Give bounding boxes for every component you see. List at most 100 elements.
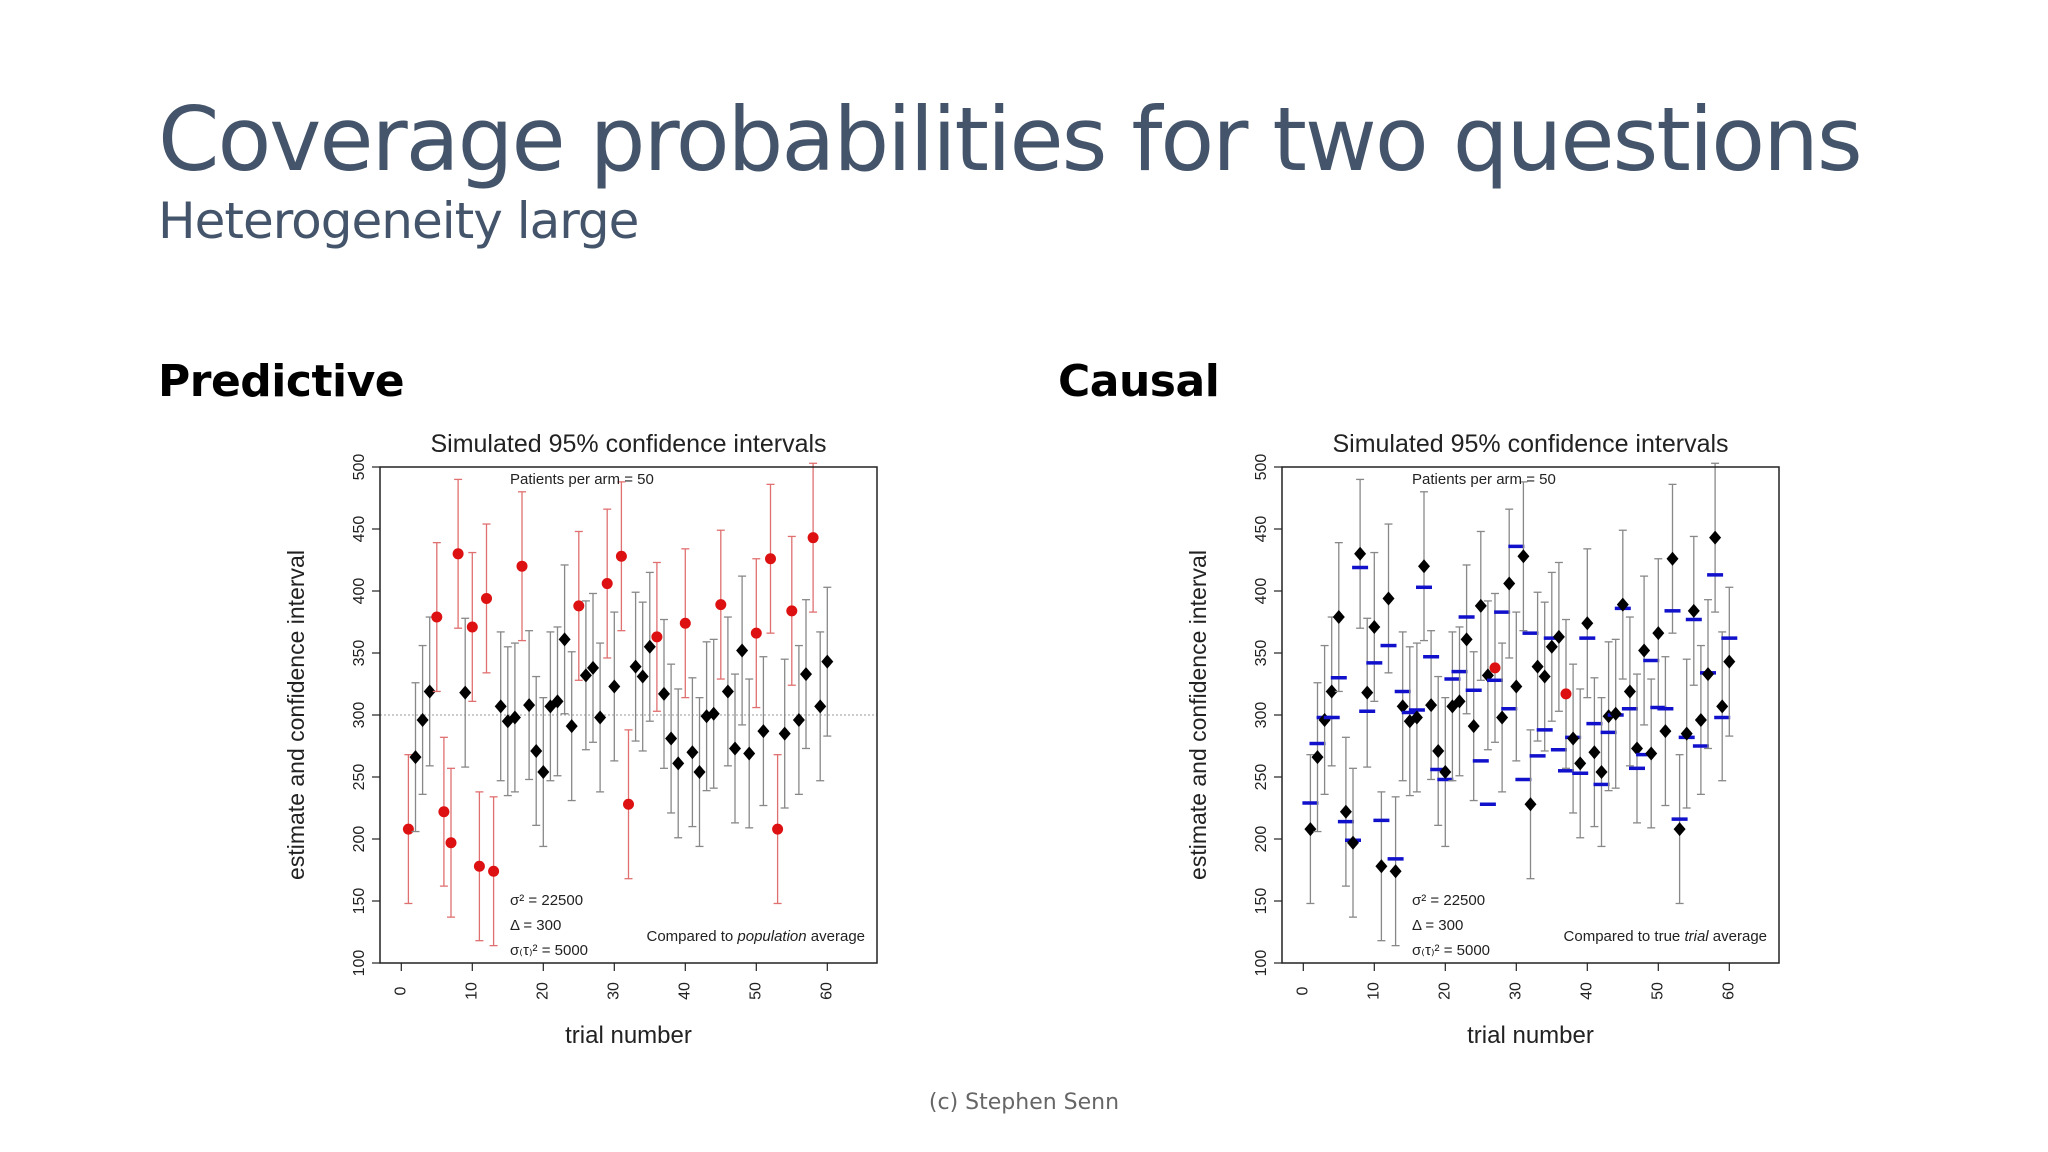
estimate-point-missed [601, 578, 613, 590]
y-tick-label: 500 [351, 454, 368, 481]
estimate-point-covered [1616, 597, 1629, 612]
estimate-point-covered [494, 699, 507, 714]
estimate-point-covered [814, 699, 827, 714]
estimate-point-missed [445, 837, 457, 849]
estimate-point-missed [466, 621, 478, 633]
estimate-point-covered [1311, 750, 1324, 765]
estimate-point-covered [1382, 591, 1395, 606]
annotation-compare-em: population [736, 928, 806, 945]
estimate-point-covered [523, 698, 536, 713]
predictive-heading: Predictive [158, 356, 405, 407]
y-tick-label: 350 [351, 640, 368, 667]
estimate-point-covered [665, 731, 678, 746]
estimate-point-covered [544, 699, 557, 714]
x-tick-label: 0 [393, 986, 410, 995]
estimate-point-covered [629, 659, 642, 674]
estimate-point-missed [488, 865, 500, 877]
estimate-point-missed [481, 592, 492, 604]
estimate-point-missed [807, 532, 819, 544]
annotation-compare-pre: Compared to [647, 928, 738, 945]
estimate-point-covered [1545, 639, 1558, 654]
estimate-point-covered [1638, 643, 1651, 658]
annotation-param: Δ = 300 [1412, 917, 1463, 934]
estimate-point-covered [1723, 654, 1736, 669]
x-tick-label: 30 [606, 982, 623, 1000]
causal-heading: Causal [1058, 356, 1220, 407]
estimate-point-covered [707, 706, 720, 721]
y-axis-label: estimate and confidence interval [1185, 550, 1211, 880]
estimate-point-covered [1645, 746, 1658, 761]
estimate-point-covered [729, 741, 741, 756]
estimate-point-covered [530, 743, 543, 758]
y-tick-label: 200 [1253, 826, 1270, 853]
estimate-point-covered [1503, 576, 1516, 591]
y-tick-label: 300 [1253, 702, 1270, 729]
y-tick-label: 400 [351, 578, 368, 605]
estimate-point-covered [636, 669, 649, 684]
estimate-point-covered [1432, 743, 1445, 758]
estimate-point-covered [821, 654, 834, 669]
y-tick-label: 450 [351, 516, 368, 543]
estimate-point-covered [1467, 719, 1480, 734]
estimate-point-covered [587, 660, 599, 675]
estimate-point-covered [1410, 710, 1423, 725]
estimate-point-covered [693, 765, 706, 780]
estimate-point-covered [1339, 804, 1352, 819]
x-tick-label: 10 [1366, 982, 1383, 1000]
estimate-point-covered [1716, 699, 1729, 714]
x-tick-label: 30 [1508, 982, 1525, 1000]
estimate-point-covered [800, 667, 812, 682]
estimate-point-covered [1567, 731, 1580, 746]
annotation-param: σ₍τ₎² = 5000 [1412, 942, 1490, 959]
estimate-point-covered [721, 684, 734, 699]
y-tick-label: 100 [351, 950, 368, 977]
estimate-point-covered [1680, 726, 1693, 741]
estimate-point-covered [1332, 610, 1345, 625]
y-tick-label: 100 [1253, 950, 1270, 977]
estimate-point-covered [1595, 765, 1608, 780]
y-tick-label: 450 [1253, 516, 1270, 543]
estimate-point-covered [1481, 668, 1494, 683]
annotation-compare-pre: Compared to true [1564, 928, 1685, 945]
estimate-point-covered [1460, 632, 1473, 647]
estimate-point-covered [1631, 741, 1643, 756]
y-tick-label: 150 [351, 888, 368, 915]
x-tick-label: 60 [819, 982, 836, 1000]
estimate-point-covered [792, 712, 805, 727]
estimate-point-covered [1574, 756, 1587, 771]
x-tick-label: 50 [748, 982, 765, 1000]
slide-subtitle: Heterogeneity large [158, 192, 639, 250]
estimate-point-covered [1687, 603, 1700, 618]
annotation-compare-post: average [807, 928, 865, 945]
estimate-point-covered [594, 710, 607, 725]
estimate-point-covered [1361, 685, 1374, 700]
estimate-point-covered [608, 679, 621, 694]
estimate-point-covered [1531, 659, 1544, 674]
predictive-chart: Simulated 95% confidence intervals100150… [283, 430, 878, 1049]
x-tick-label: 40 [1579, 982, 1596, 1000]
estimate-point-covered [1439, 765, 1452, 780]
slide-title: Coverage probabilities for two questions [158, 88, 1863, 191]
estimate-point-missed [431, 611, 443, 623]
estimate-point-missed [1560, 688, 1572, 700]
estimate-point-covered [1517, 549, 1530, 564]
annotation-patients: Patients per arm = 50 [1412, 471, 1556, 488]
estimate-point-covered [1375, 859, 1388, 874]
estimate-point-covered [551, 694, 564, 709]
annotation-patients: Patients per arm = 50 [510, 471, 654, 488]
estimate-point-covered [579, 668, 592, 683]
estimate-point-covered [416, 712, 429, 727]
estimate-point-covered [1347, 835, 1359, 850]
estimate-point-missed [786, 605, 798, 617]
estimate-point-covered [1325, 684, 1338, 699]
x-tick-label: 50 [1650, 982, 1667, 1000]
estimate-point-covered [565, 719, 578, 734]
estimate-point-covered [1354, 546, 1367, 561]
estimate-point-covered [1581, 616, 1594, 631]
estimate-point-missed [516, 560, 528, 572]
annotation-compare: Compared to true trial average [1564, 928, 1767, 945]
estimate-point-covered [1524, 797, 1537, 812]
estimate-point-covered [1368, 619, 1381, 634]
footer-credit: (c) Stephen Senn [928, 1090, 1120, 1115]
estimate-point-covered [1673, 822, 1686, 837]
